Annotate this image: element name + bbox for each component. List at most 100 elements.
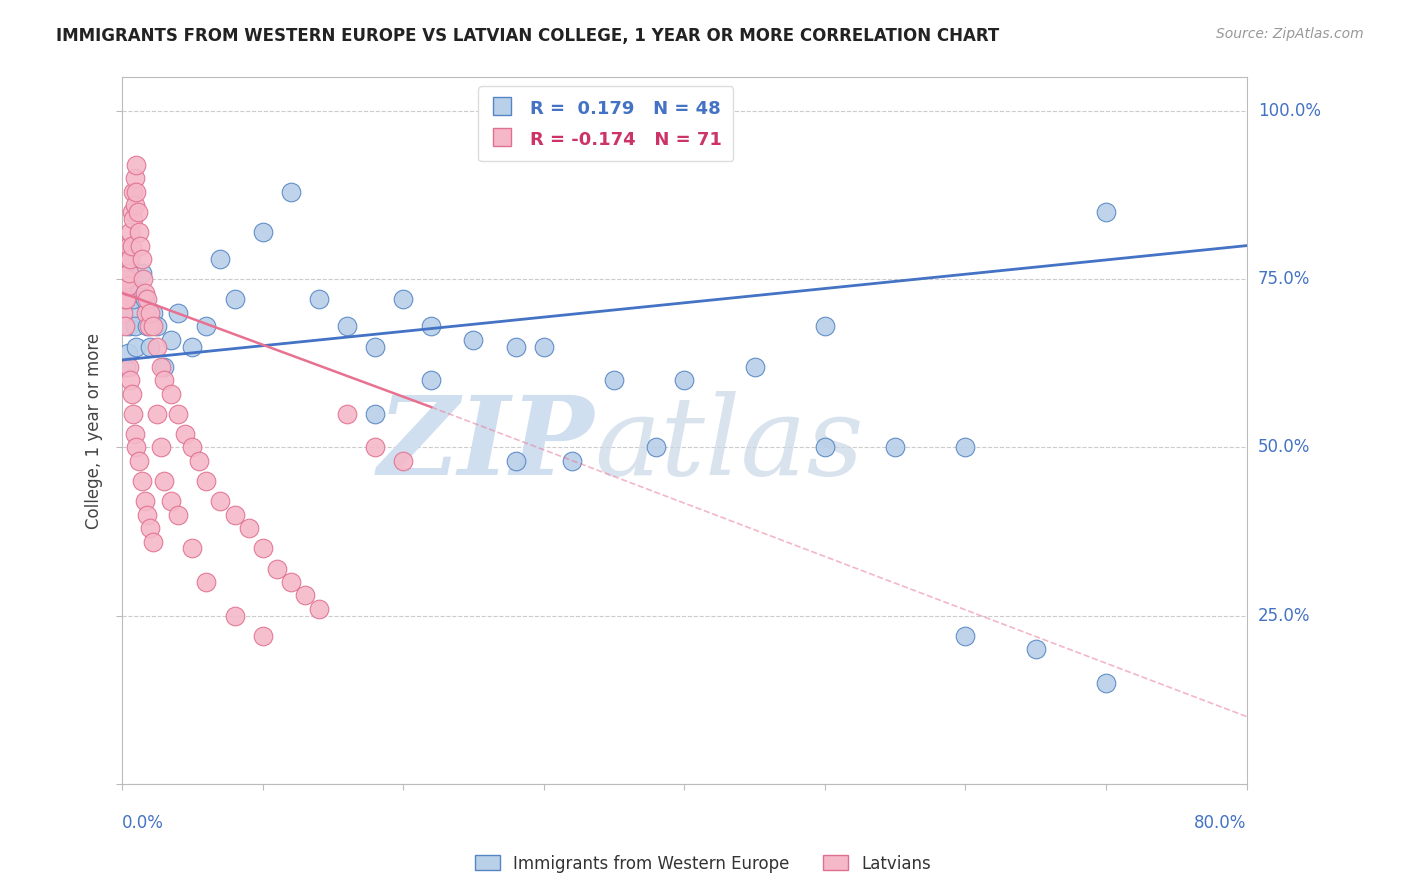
Point (955, 441, 977, 455)
Point (160, 494, 183, 508)
Point (252, 629, 274, 643)
Point (132, 272, 155, 286)
Point (124, 171, 146, 186)
Point (124, 198, 146, 212)
Point (209, 494, 232, 508)
Point (139, 521, 162, 535)
Point (125, 158, 148, 172)
Point (392, 454, 415, 468)
Point (955, 629, 977, 643)
Point (118, 359, 141, 374)
Point (120, 225, 142, 239)
Point (120, 306, 142, 320)
Point (125, 340, 148, 354)
Point (224, 293, 246, 307)
Point (138, 319, 160, 334)
Point (224, 608, 246, 623)
Point (1095, 676, 1118, 690)
Point (280, 185, 302, 199)
Point (266, 561, 288, 575)
Point (308, 602, 330, 616)
Point (645, 441, 668, 455)
Point (209, 252, 232, 266)
Point (120, 252, 142, 266)
Point (118, 238, 141, 252)
Point (603, 373, 626, 387)
Point (114, 293, 136, 307)
Point (167, 508, 190, 522)
Point (160, 386, 183, 401)
Point (364, 340, 387, 354)
Point (364, 407, 387, 421)
Point (117, 252, 139, 266)
Point (884, 441, 907, 455)
Text: 80.0%: 80.0% (1194, 814, 1247, 832)
Point (420, 319, 443, 334)
Point (280, 574, 302, 589)
Point (195, 474, 218, 488)
Point (1025, 642, 1047, 657)
Point (125, 185, 148, 199)
Point (115, 293, 138, 307)
Point (131, 474, 153, 488)
Point (420, 373, 443, 387)
Point (814, 319, 837, 334)
Point (160, 333, 183, 347)
Point (117, 279, 139, 293)
Point (167, 306, 190, 320)
Text: Source: ZipAtlas.com: Source: ZipAtlas.com (1216, 27, 1364, 41)
Point (131, 266, 153, 280)
Point (153, 359, 176, 374)
Point (150, 441, 173, 455)
Point (142, 306, 165, 320)
Point (167, 407, 190, 421)
Point (136, 508, 159, 522)
Point (127, 205, 149, 219)
Point (135, 306, 157, 320)
Point (181, 340, 204, 354)
Point (131, 252, 153, 266)
Point (129, 238, 152, 252)
Point (124, 427, 146, 442)
Point (181, 541, 204, 556)
Point (364, 441, 387, 455)
Point (134, 285, 156, 300)
Point (115, 359, 138, 374)
Point (238, 521, 260, 535)
Point (153, 373, 176, 387)
Point (814, 441, 837, 455)
Text: atlas: atlas (595, 391, 863, 499)
Point (136, 293, 159, 307)
Point (112, 306, 135, 320)
Point (188, 454, 211, 468)
Point (308, 293, 330, 307)
Point (118, 266, 141, 280)
Point (505, 454, 527, 468)
Point (122, 185, 145, 199)
Text: 25.0%: 25.0% (1258, 607, 1310, 624)
Point (128, 225, 150, 239)
Point (146, 407, 169, 421)
Point (505, 340, 527, 354)
Point (150, 359, 173, 374)
Point (153, 474, 176, 488)
Point (121, 272, 143, 286)
Point (392, 293, 415, 307)
Point (181, 441, 204, 455)
Text: 75.0%: 75.0% (1258, 270, 1310, 288)
Point (533, 340, 555, 354)
Point (294, 589, 316, 603)
Point (121, 386, 143, 401)
Point (744, 359, 766, 374)
Text: 0.0%: 0.0% (122, 814, 165, 832)
Point (122, 407, 145, 421)
Point (561, 454, 583, 468)
Point (195, 319, 218, 334)
Point (118, 319, 141, 334)
Point (142, 319, 165, 334)
Point (120, 373, 142, 387)
Point (224, 508, 246, 522)
Point (121, 205, 143, 219)
Point (174, 427, 197, 442)
Point (117, 346, 139, 360)
